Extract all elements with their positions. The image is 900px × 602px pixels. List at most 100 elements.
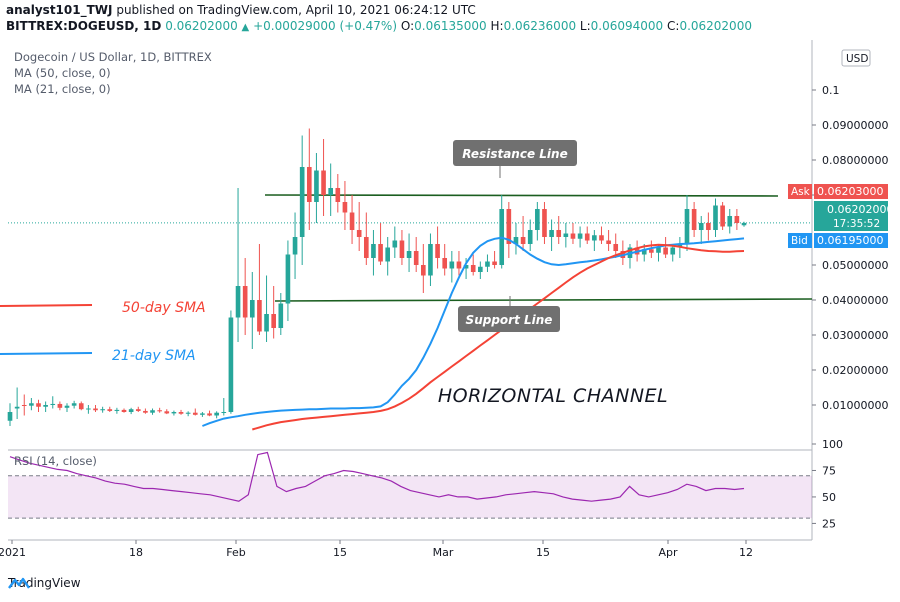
candle [178,409,184,415]
candle-body [599,235,604,241]
legend-ma21[interactable]: MA (21, close, 0) [14,82,111,96]
bid-price-box [814,233,888,248]
candle [328,163,333,216]
candle-body [335,188,341,202]
candle [321,139,326,216]
candle-body [371,244,376,258]
candle [164,409,170,415]
candle-body [64,405,70,408]
legend-ma50[interactable]: MA (50, close, 0) [14,66,111,80]
last-price: 0.06202000 [165,19,238,33]
rsi-label: RSI (14, close) [14,454,97,468]
candle-body [442,258,448,269]
last-price-box [814,201,888,231]
candle [363,212,369,265]
close-value: 0.06202000 [679,19,752,33]
candle [335,174,341,213]
candle-body [128,409,134,412]
candle-body [556,230,562,237]
resistance-line [264,194,779,197]
candle-body [78,403,84,410]
price-change: +0.00029000 (+0.47%) [253,19,398,33]
candle [599,226,604,244]
candle-body [385,247,391,262]
candle-body [698,223,704,230]
candle [257,244,262,335]
candle-body [57,403,63,408]
candle [128,407,134,415]
candle [185,411,191,417]
candle-body [50,403,56,405]
candle-body [428,244,433,276]
candle [456,251,462,276]
candle-body [200,413,205,415]
time-tick-label: 15 [333,546,347,559]
candle [100,406,105,413]
candle-body [321,170,326,195]
candle-body [592,235,597,241]
ask-price: 0.06203000 [817,185,883,198]
candle [406,233,412,272]
candle [278,293,284,335]
candle [684,195,690,251]
candle-body [513,237,519,244]
candle [627,244,633,269]
candle-body [114,409,120,411]
candle [371,230,376,276]
candle-body [413,251,419,265]
candle [492,251,497,269]
time-tick-label: 2021 [0,546,26,559]
candle [21,394,27,416]
candle-body [421,265,426,276]
sma50-annotation: 50-day SMA [122,300,206,316]
candle-body [292,237,298,255]
candle [78,401,84,411]
sma21-legend-line [0,352,93,355]
candle-body [684,209,690,244]
candle [613,233,619,258]
candle [577,226,583,248]
candle-body [157,410,162,412]
candle-body [663,247,668,255]
candle [698,216,704,244]
candle [727,209,733,234]
candle-body [235,286,241,318]
author-name[interactable]: analyst101_TWJ [6,3,113,17]
candle-body [107,409,113,411]
candle-body [720,205,725,227]
ask-tag [788,184,812,199]
candle [478,261,483,279]
candle-body [214,412,219,416]
candle-body [363,237,369,258]
candle [570,223,576,244]
candle [563,223,569,248]
rsi-band [8,475,812,519]
candle-body [535,209,540,230]
candle-body [563,233,569,237]
candle [43,401,48,412]
candle [470,254,476,276]
candle-body [584,233,590,241]
candle [214,411,219,419]
candle [7,403,13,426]
price-tick-label: 0.03000000 [822,329,888,342]
candle-body [470,265,476,272]
candle-body [577,233,583,239]
candle [192,408,198,416]
candle [428,233,433,286]
candle [513,223,519,255]
price-tick-label: 0.08000000 [822,154,888,167]
candle-body [527,230,533,244]
candle [499,195,505,269]
close-label: C: [667,19,680,33]
sma50-legend-line [0,304,93,307]
candle-body [713,205,718,230]
tradingview-footer[interactable]: TradingView [8,576,81,590]
sma21-annotation: 21-day SMA [112,348,196,364]
candle-body [399,240,405,258]
last-price-tag: 0.06202000 [827,203,893,216]
candle [463,258,469,279]
candle-body [406,251,412,258]
candle [356,202,362,251]
